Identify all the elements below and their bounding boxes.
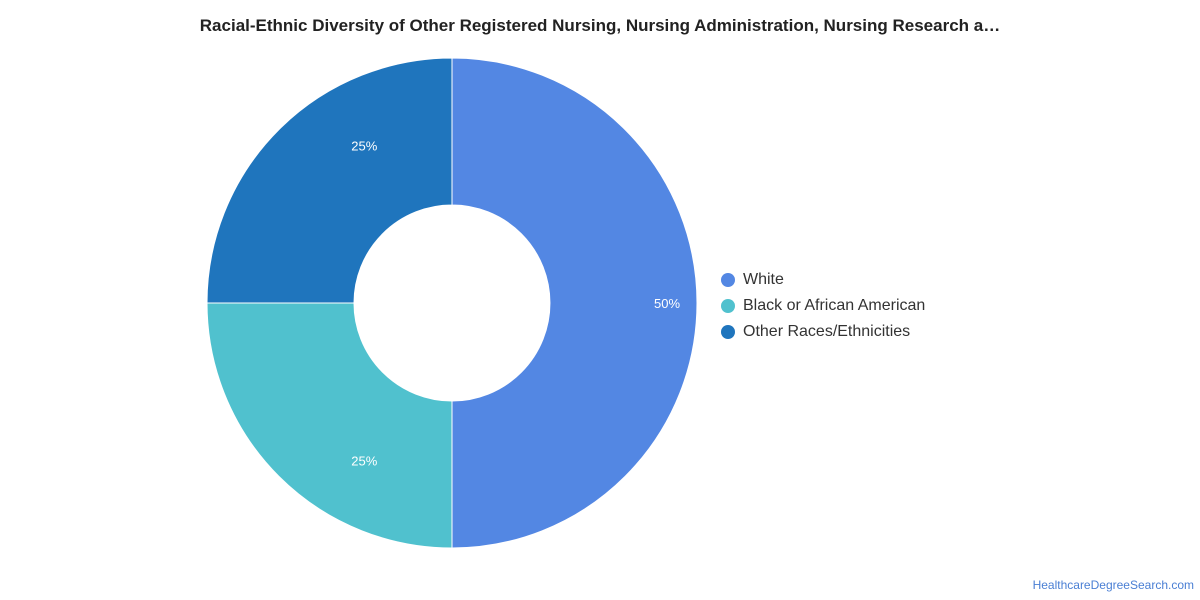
legend-item-black[interactable]: Black or African American: [721, 293, 925, 319]
slice-label-3: 25%: [351, 138, 377, 153]
legend-swatch-black: [721, 299, 735, 313]
legend-item-other[interactable]: Other Races/Ethnicities: [721, 319, 925, 345]
donut-slice-1[interactable]: [451, 57, 698, 549]
legend-swatch-white: [721, 273, 735, 287]
donut-slice-2[interactable]: [206, 302, 453, 549]
legend-label-white: White: [743, 271, 784, 288]
legend-label-other: Other Races/Ethnicities: [743, 323, 911, 340]
legend-item-white[interactable]: White: [721, 267, 925, 293]
donut-slice-3[interactable]: [206, 57, 453, 304]
legend: White Black or African American Other Ra…: [721, 267, 925, 345]
legend-swatch-other: [721, 325, 735, 339]
chart-title: Racial-Ethnic Diversity of Other Registe…: [199, 16, 1001, 35]
slice-label-1: 50%: [654, 296, 680, 311]
legend-label-black: Black or African American: [743, 297, 926, 314]
slice-label-2: 25%: [351, 454, 377, 469]
source-link[interactable]: HealthcareDegreeSearch.com: [1032, 578, 1194, 592]
